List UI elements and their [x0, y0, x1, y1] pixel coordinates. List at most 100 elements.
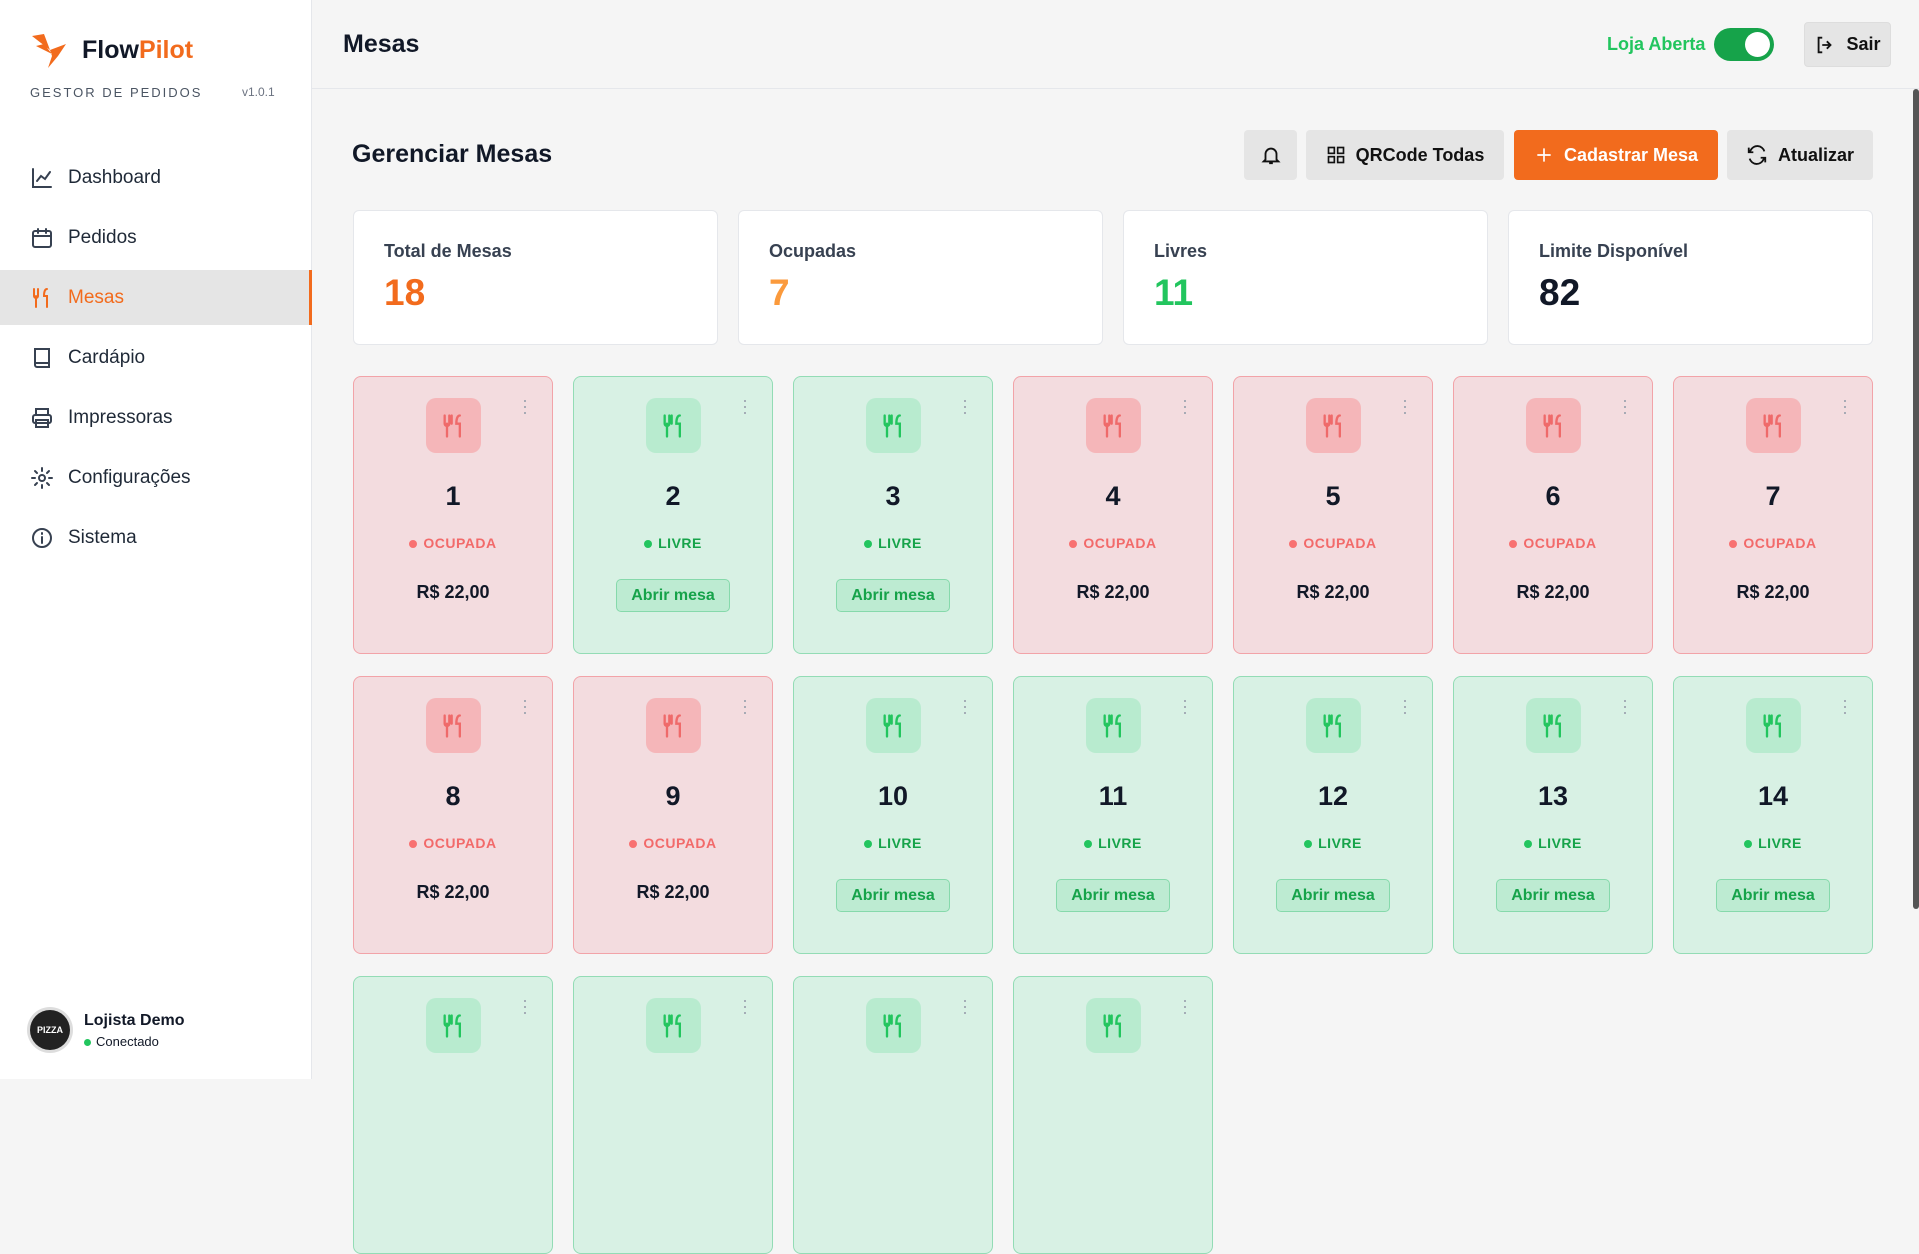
- table-card[interactable]: · · · 6 OCUPADA R$ 22,00: [1453, 376, 1653, 654]
- qrcode-button[interactable]: QRCode Todas: [1306, 130, 1504, 180]
- table-number: 7: [1765, 481, 1781, 511]
- nav-item[interactable]: Configurações: [0, 450, 312, 505]
- logout-button[interactable]: Sair: [1804, 22, 1891, 67]
- table-card[interactable]: · · · 9 OCUPADA R$ 22,00: [573, 676, 773, 954]
- table-total: R$ 22,00: [636, 882, 710, 902]
- menu[interactable]: · · ·: [962, 390, 968, 422]
- table-icon: [883, 413, 901, 438]
- open-table-button[interactable]: Abrir mesa: [1276, 879, 1390, 912]
- table-icon: [1763, 413, 1781, 438]
- header: Mesas Loja Aberta Sair: [312, 0, 1919, 89]
- stat-card: Limite Disponível 82: [1508, 210, 1873, 345]
- table-card[interactable]: · · · 13 LIVRE Abrir mesa: [1453, 676, 1653, 954]
- stat-card: Livres 11: [1123, 210, 1488, 345]
- menu[interactable]: · · ·: [1842, 690, 1848, 722]
- menu[interactable]: · · ·: [1182, 390, 1188, 422]
- menu[interactable]: · · ·: [742, 390, 748, 422]
- table-status: OCUPADA: [1743, 535, 1817, 551]
- brand: FlowPilot: [30, 30, 193, 70]
- table-icon: [1763, 713, 1781, 738]
- table-icon: [883, 713, 901, 738]
- table-number: 9: [665, 781, 681, 811]
- table-card[interactable]: · · · 11 LIVRE Abrir mesa: [1013, 676, 1213, 954]
- table-icon: [663, 713, 681, 738]
- brand-name-accent: Pilot: [138, 35, 194, 64]
- brand-name: Flow: [82, 35, 139, 64]
- open-table-button[interactable]: Abrir mesa: [1056, 879, 1170, 912]
- table-card[interactable]: · · ·: [573, 976, 773, 1254]
- menu[interactable]: · · ·: [522, 690, 528, 722]
- nav-item[interactable]: Impressoras: [0, 390, 312, 445]
- icon: [32, 527, 52, 548]
- menu[interactable]: · · ·: [962, 690, 968, 722]
- add-table-button[interactable]: Cadastrar Mesa: [1514, 130, 1718, 180]
- icon: [32, 407, 52, 428]
- menu[interactable]: · · ·: [1622, 690, 1628, 722]
- table-card[interactable]: · · · 8 OCUPADA R$ 22,00: [353, 676, 553, 954]
- menu[interactable]: · · ·: [522, 390, 528, 422]
- table-total: R$ 22,00: [1076, 582, 1150, 602]
- store-toggle[interactable]: [1714, 28, 1774, 61]
- table-icon: [1103, 713, 1121, 738]
- button-label: Cadastrar Mesa: [1563, 144, 1699, 165]
- table-status: OCUPADA: [1083, 535, 1157, 551]
- scrollbar[interactable]: [1913, 89, 1919, 909]
- table-number: 13: [1537, 781, 1569, 811]
- menu[interactable]: · · ·: [742, 690, 748, 722]
- nav-item[interactable]: Mesas: [0, 270, 312, 325]
- menu[interactable]: · · ·: [1402, 690, 1408, 722]
- menu[interactable]: · · ·: [1402, 390, 1408, 422]
- table-number: 11: [1098, 781, 1128, 811]
- nav-item[interactable]: Dashboard: [0, 150, 312, 205]
- icon: [33, 287, 48, 308]
- nav-item[interactable]: Cardápio: [0, 330, 312, 385]
- nav: Dashboard Pedidos Mesas Cardápio Impressoras…: [0, 150, 312, 570]
- table-card[interactable]: · · · 10 LIVRE Abrir mesa: [793, 676, 993, 954]
- table-number: 8: [445, 781, 461, 811]
- nav-item[interactable]: Sistema: [0, 510, 312, 565]
- table-status: OCUPADA: [1523, 535, 1597, 551]
- menu[interactable]: · · ·: [522, 990, 528, 1022]
- table-icon: [443, 413, 461, 438]
- nav-label: Impressoras: [68, 406, 173, 428]
- table-icon: [1103, 1013, 1121, 1038]
- menu[interactable]: · · ·: [962, 990, 968, 1022]
- refresh-button[interactable]: Atualizar: [1727, 130, 1873, 180]
- table-card[interactable]: · · ·: [793, 976, 993, 1254]
- open-table-button[interactable]: Abrir mesa: [1496, 879, 1610, 912]
- menu[interactable]: · · ·: [742, 990, 748, 1022]
- open-table-button[interactable]: Abrir mesa: [836, 579, 950, 612]
- table-card[interactable]: · · ·: [353, 976, 553, 1254]
- table-card[interactable]: · · · 4 OCUPADA R$ 22,00: [1013, 376, 1213, 654]
- open-table-button[interactable]: Abrir mesa: [1716, 879, 1830, 912]
- menu[interactable]: · · ·: [1622, 390, 1628, 422]
- table-card[interactable]: · · · 1 OCUPADA R$ 22,00: [353, 376, 553, 654]
- stat-label: Ocupadas: [769, 241, 857, 261]
- menu[interactable]: · · ·: [1842, 390, 1848, 422]
- table-number: 4: [1105, 481, 1121, 511]
- icon: [34, 347, 50, 368]
- table-status: LIVRE: [1538, 835, 1582, 851]
- open-table-button[interactable]: Abrir mesa: [836, 879, 950, 912]
- stat-value: 11: [1154, 272, 1194, 313]
- nav-label: Sistema: [68, 526, 137, 548]
- notification-button[interactable]: [1244, 130, 1297, 180]
- menu[interactable]: · · ·: [1182, 690, 1188, 722]
- table-card[interactable]: · · · 3 LIVRE Abrir mesa: [793, 376, 993, 654]
- table-card[interactable]: · · · 14 LIVRE Abrir mesa: [1673, 676, 1873, 954]
- table-card[interactable]: · · ·: [1013, 976, 1213, 1254]
- logo: [32, 34, 66, 68]
- table-status: LIVRE: [1098, 835, 1142, 851]
- table-card[interactable]: · · · 7 OCUPADA R$ 22,00: [1673, 376, 1873, 654]
- table-card[interactable]: · · · 5 OCUPADA R$ 22,00: [1233, 376, 1433, 654]
- table-card[interactable]: · · · 12 LIVRE Abrir mesa: [1233, 676, 1433, 954]
- table-card[interactable]: · · · 2 LIVRE Abrir mesa: [573, 376, 773, 654]
- nav-item[interactable]: Pedidos: [0, 210, 312, 265]
- stat-label: Total de Mesas: [384, 241, 512, 261]
- open-table-button[interactable]: Abrir mesa: [616, 579, 730, 612]
- stat-value: 82: [1539, 272, 1581, 313]
- table-icon: [1543, 713, 1561, 738]
- table-number: 6: [1545, 481, 1561, 511]
- menu[interactable]: · · ·: [1182, 990, 1188, 1022]
